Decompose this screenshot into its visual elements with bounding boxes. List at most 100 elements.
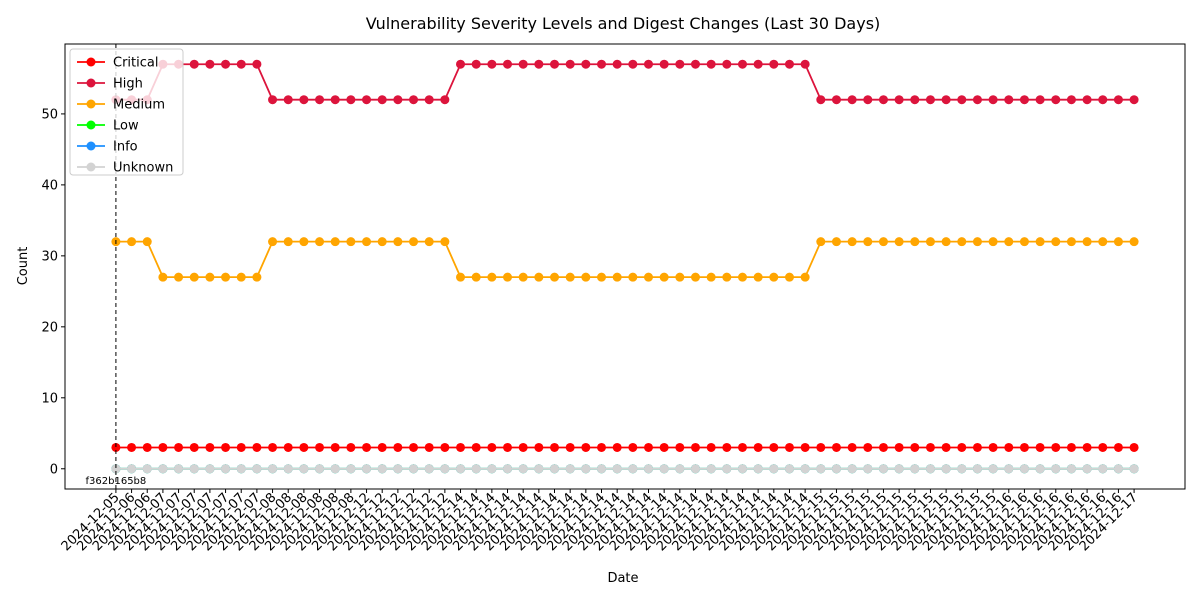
- data-point: [1051, 442, 1061, 452]
- data-point: [894, 464, 904, 474]
- data-point: [988, 237, 998, 247]
- data-point: [612, 442, 622, 452]
- data-point: [252, 442, 262, 452]
- data-point: [565, 442, 575, 452]
- data-point: [722, 59, 732, 69]
- data-point: [393, 237, 403, 247]
- data-point: [189, 59, 199, 69]
- data-point: [1082, 442, 1092, 452]
- data-point: [690, 442, 700, 452]
- legend-marker: [86, 78, 96, 88]
- data-point: [690, 464, 700, 474]
- data-point: [847, 464, 857, 474]
- data-point: [189, 272, 199, 282]
- data-point: [424, 237, 434, 247]
- legend-label: Low: [113, 119, 139, 134]
- digest-label: f362b165b8: [86, 476, 147, 487]
- data-point: [315, 464, 325, 474]
- data-point: [456, 59, 466, 69]
- series-layer: [111, 59, 1139, 474]
- data-point: [910, 442, 920, 452]
- series-medium: [111, 237, 1139, 282]
- data-point: [1035, 442, 1045, 452]
- legend-box: [69, 48, 184, 176]
- data-point: [299, 237, 309, 247]
- data-point: [816, 464, 826, 474]
- data-point: [957, 442, 967, 452]
- y-tick-label: 40: [41, 178, 58, 193]
- data-point: [753, 272, 763, 282]
- data-point: [424, 442, 434, 452]
- data-point: [988, 442, 998, 452]
- data-point: [221, 272, 231, 282]
- data-point: [205, 464, 215, 474]
- data-point: [878, 464, 888, 474]
- data-point: [816, 237, 826, 247]
- data-point: [440, 237, 450, 247]
- data-point: [1066, 95, 1076, 105]
- data-point: [205, 442, 215, 452]
- y-axis-label: Count: [16, 247, 31, 286]
- data-point: [299, 95, 309, 105]
- data-point: [142, 464, 152, 474]
- data-point: [894, 237, 904, 247]
- data-point: [111, 442, 121, 452]
- data-point: [957, 464, 967, 474]
- data-point: [456, 272, 466, 282]
- data-point: [581, 272, 591, 282]
- data-point: [628, 464, 638, 474]
- data-point: [393, 95, 403, 105]
- data-point: [1098, 464, 1108, 474]
- data-point: [690, 59, 700, 69]
- data-point: [800, 442, 810, 452]
- data-point: [972, 237, 982, 247]
- data-point: [236, 272, 246, 282]
- data-point: [111, 464, 121, 474]
- data-point: [456, 464, 466, 474]
- data-point: [957, 237, 967, 247]
- data-point: [784, 272, 794, 282]
- data-point: [972, 464, 982, 474]
- data-point: [941, 442, 951, 452]
- data-point: [1019, 95, 1029, 105]
- data-point: [221, 442, 231, 452]
- data-point: [330, 95, 340, 105]
- legend-item-medium: Medium: [77, 98, 165, 113]
- data-point: [988, 95, 998, 105]
- data-point: [925, 237, 935, 247]
- data-point: [283, 442, 293, 452]
- data-point: [346, 95, 356, 105]
- data-point: [174, 442, 184, 452]
- data-point: [1004, 442, 1014, 452]
- data-point: [675, 442, 685, 452]
- data-point: [910, 95, 920, 105]
- data-point: [894, 95, 904, 105]
- data-point: [377, 95, 387, 105]
- data-point: [221, 464, 231, 474]
- data-point: [800, 464, 810, 474]
- data-point: [597, 59, 607, 69]
- legend-marker: [86, 57, 96, 67]
- data-point: [1035, 237, 1045, 247]
- data-point: [330, 237, 340, 247]
- y-tick-label: 20: [41, 320, 58, 335]
- data-point: [831, 442, 841, 452]
- data-point: [612, 59, 622, 69]
- data-point: [706, 59, 716, 69]
- data-point: [597, 464, 607, 474]
- data-point: [315, 237, 325, 247]
- data-point: [346, 442, 356, 452]
- data-point: [784, 464, 794, 474]
- data-point: [268, 95, 278, 105]
- data-point: [487, 442, 497, 452]
- data-point: [1113, 95, 1123, 105]
- data-point: [659, 272, 669, 282]
- annotation-layer: f362b165b8: [86, 44, 147, 489]
- data-point: [487, 59, 497, 69]
- data-point: [769, 442, 779, 452]
- data-point: [565, 464, 575, 474]
- data-point: [784, 59, 794, 69]
- data-point: [941, 237, 951, 247]
- data-point: [393, 464, 403, 474]
